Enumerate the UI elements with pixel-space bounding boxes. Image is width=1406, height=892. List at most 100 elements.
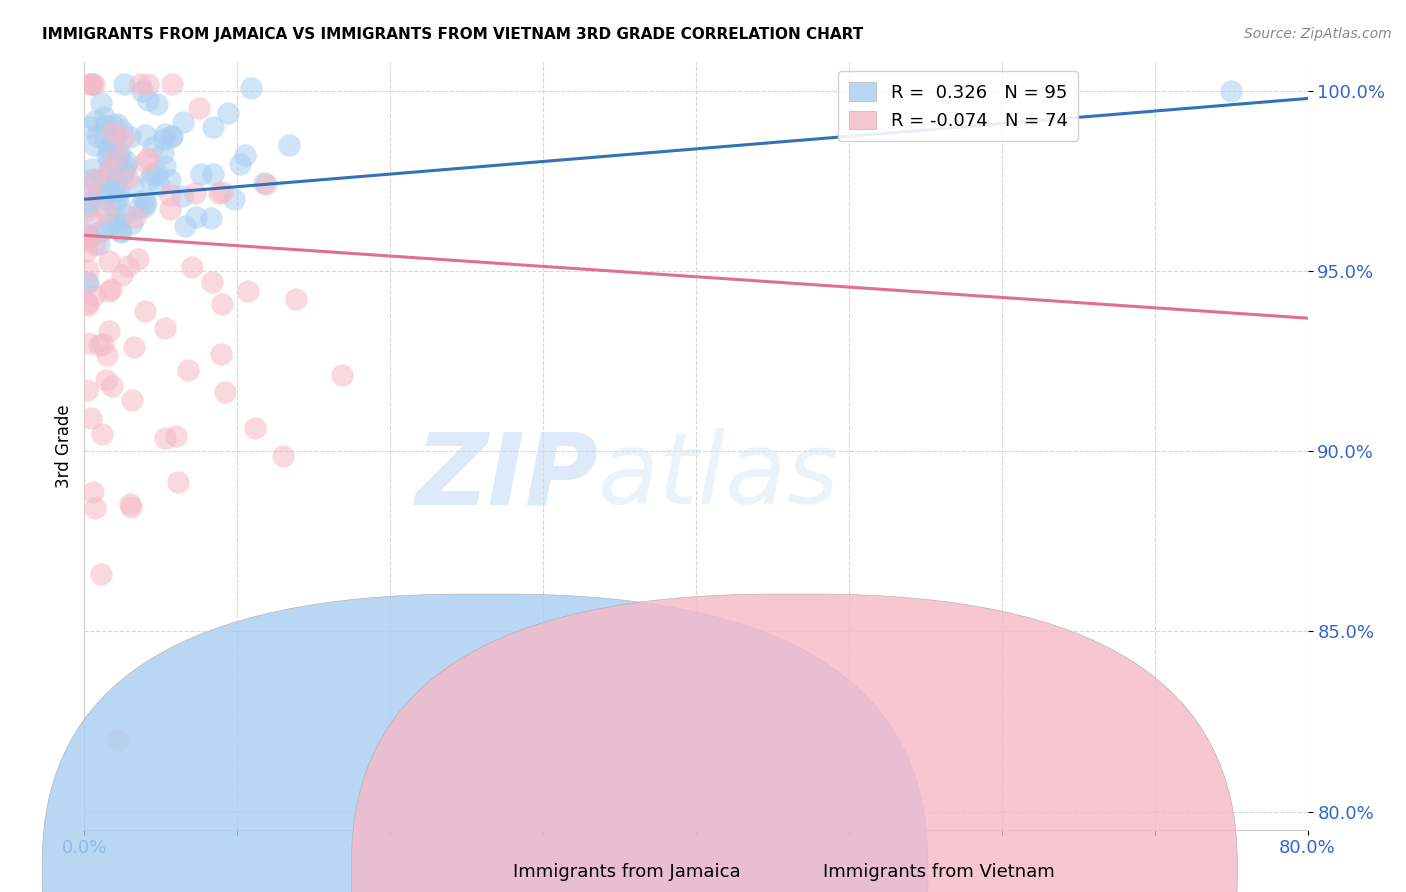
Point	[136, 93, 159, 107]
Point	[104, 200, 127, 214]
Point	[159, 187, 181, 202]
Point	[86, 186, 108, 201]
Point	[90, 199, 112, 213]
Point	[84, 172, 107, 186]
Point	[118, 130, 141, 145]
Point	[148, 178, 170, 192]
Point	[90, 567, 112, 582]
Point	[83, 137, 105, 152]
Point	[165, 429, 187, 443]
Point	[122, 340, 145, 354]
Text: Immigrants from Vietnam: Immigrants from Vietnam	[823, 863, 1054, 881]
Point	[97, 162, 120, 177]
Point	[211, 185, 233, 199]
Point	[76, 195, 98, 210]
Point	[139, 172, 162, 186]
Point	[159, 130, 181, 145]
Point	[118, 497, 141, 511]
Point	[155, 159, 177, 173]
Point	[141, 167, 163, 181]
Point	[131, 84, 153, 98]
Point	[180, 260, 202, 275]
Point	[94, 373, 117, 387]
Point	[284, 293, 307, 307]
Point	[91, 171, 114, 186]
Point	[90, 427, 112, 442]
Point	[107, 185, 129, 199]
Point	[124, 210, 146, 224]
Text: Immigrants from Jamaica: Immigrants from Jamaica	[513, 863, 741, 881]
Point	[120, 500, 142, 514]
Point	[76, 296, 98, 310]
Point	[97, 179, 120, 194]
Point	[96, 348, 118, 362]
Point	[135, 196, 157, 211]
Point	[93, 111, 115, 125]
Point	[80, 178, 103, 192]
Point	[112, 77, 135, 91]
Point	[224, 193, 246, 207]
Point	[93, 223, 115, 237]
Point	[110, 225, 132, 239]
Point	[77, 199, 100, 213]
Point	[77, 298, 100, 312]
Point	[107, 732, 129, 747]
Point	[105, 150, 128, 164]
Point	[91, 336, 114, 351]
Point	[127, 201, 149, 215]
Point	[236, 284, 259, 298]
Point	[83, 288, 105, 302]
Point	[209, 346, 232, 360]
Point	[253, 177, 276, 191]
Point	[152, 146, 174, 161]
Point	[97, 152, 120, 166]
Point	[122, 178, 145, 193]
Point	[217, 106, 239, 120]
Point	[93, 118, 115, 132]
Point	[136, 77, 159, 91]
Point	[89, 337, 111, 351]
Point	[201, 167, 224, 181]
Point	[190, 167, 212, 181]
Point	[115, 155, 138, 169]
Point	[111, 268, 134, 283]
Point	[159, 202, 181, 216]
Point	[101, 125, 124, 139]
Point	[105, 173, 128, 187]
Point	[76, 384, 98, 398]
Point	[76, 229, 98, 244]
Text: Source: ZipAtlas.com: Source: ZipAtlas.com	[1244, 27, 1392, 41]
Point	[82, 172, 104, 186]
Point	[97, 324, 120, 338]
Point	[129, 77, 152, 91]
Point	[79, 187, 101, 202]
Point	[167, 475, 190, 489]
Point	[188, 102, 211, 116]
Point	[233, 148, 256, 162]
Point	[96, 149, 118, 163]
Point	[87, 237, 110, 252]
Point	[101, 379, 124, 393]
Point	[184, 210, 207, 224]
Point	[80, 213, 103, 227]
Point	[98, 284, 121, 298]
Point	[101, 178, 124, 193]
Point	[243, 421, 266, 435]
Point	[101, 133, 124, 147]
Point	[184, 186, 207, 201]
Text: IMMIGRANTS FROM JAMAICA VS IMMIGRANTS FROM VIETNAM 3RD GRADE CORRELATION CHART: IMMIGRANTS FROM JAMAICA VS IMMIGRANTS FR…	[42, 27, 863, 42]
Point	[112, 131, 135, 145]
Point	[97, 254, 120, 268]
Point	[200, 211, 222, 225]
Point	[177, 363, 200, 377]
Point	[83, 77, 105, 91]
Point	[110, 122, 132, 136]
Point	[98, 141, 121, 155]
Point	[134, 304, 156, 318]
Point	[76, 275, 98, 289]
Point	[214, 384, 236, 399]
Point	[105, 117, 128, 131]
Point	[101, 118, 124, 132]
Point	[76, 233, 98, 247]
Point	[159, 173, 181, 187]
